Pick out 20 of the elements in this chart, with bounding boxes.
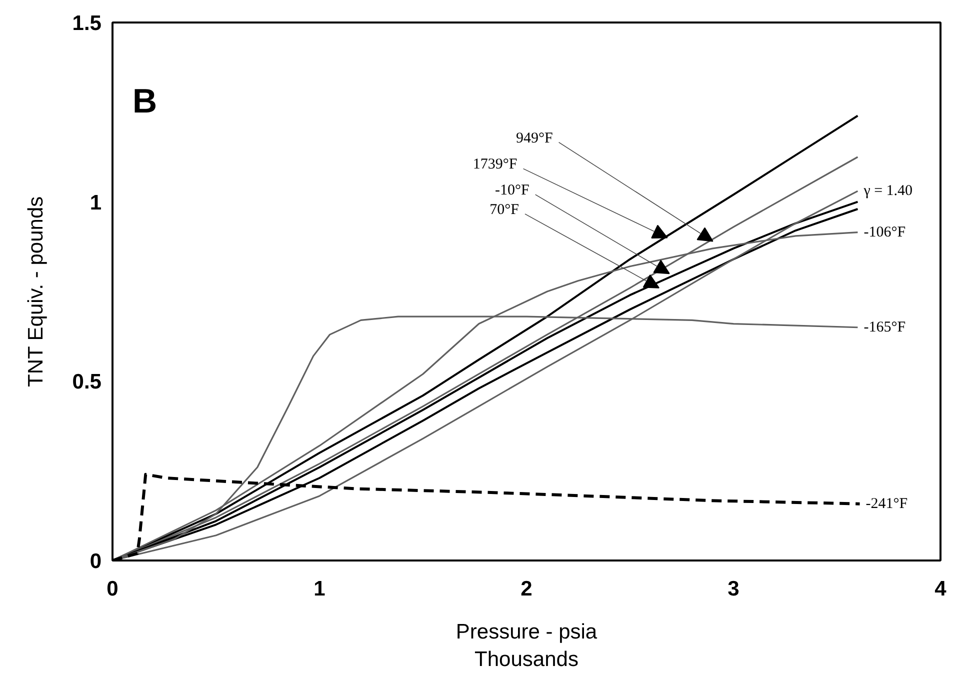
y-tick-label: 1.5 bbox=[72, 12, 102, 35]
annotation: 70°F bbox=[490, 202, 519, 218]
series-label: -106°F bbox=[864, 224, 906, 240]
x-tick-label: 0 bbox=[106, 578, 118, 600]
y-tick-label: 0 bbox=[90, 550, 102, 573]
annotation: -10°F bbox=[494, 182, 530, 199]
series-label: γ = 1.40 bbox=[862, 183, 913, 200]
x-tick-label: 3 bbox=[728, 578, 740, 600]
annotation: 949°F bbox=[516, 130, 553, 146]
y-tick-label: 0.5 bbox=[72, 370, 102, 394]
series-label: -165°F bbox=[864, 319, 906, 336]
x-tick-label: 2 bbox=[520, 578, 532, 600]
x-axis-title: Pressure - psia Thousands bbox=[456, 620, 598, 672]
annotation: B bbox=[132, 82, 158, 120]
annotation: 1739°F bbox=[472, 156, 518, 173]
series-label: -241°F bbox=[866, 496, 908, 512]
x-tick-label: 4 bbox=[934, 578, 947, 600]
y-tick-label: 1 bbox=[90, 191, 102, 214]
x-tick-label: 1 bbox=[314, 578, 326, 600]
y-axis-title: TNT Equiv. - pounds bbox=[24, 196, 48, 388]
